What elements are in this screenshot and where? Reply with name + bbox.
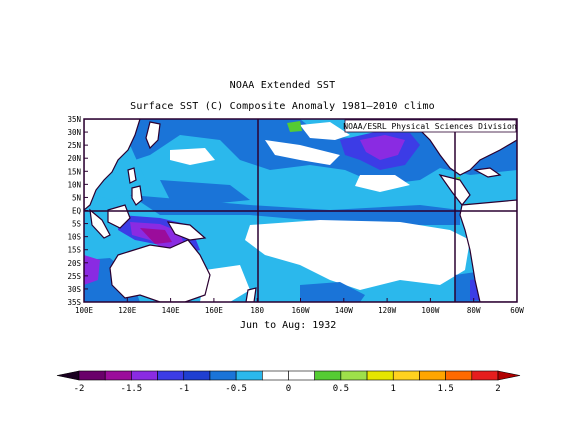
land — [84, 119, 517, 302]
lon-axis: 100E 120E 140E 160E 180 160W 140W 120W 100W 80W 60… — [75, 298, 524, 315]
spac-mid-blue — [300, 282, 365, 302]
wpac-white — [170, 148, 215, 165]
credit-box — [344, 119, 517, 133]
title-line-1: NOAA Extended SST — [229, 80, 336, 91]
lat-tick-label: 25N — [67, 141, 81, 150]
land-south-america — [459, 199, 517, 302]
lon-tick-label: 140E — [162, 306, 181, 315]
land-sumatra — [89, 208, 111, 239]
lon-tick-label: 100W — [421, 306, 440, 315]
lon-tick-label: 80W — [467, 306, 481, 315]
indo-magenta — [140, 228, 172, 244]
lat-tick-label: 5S — [72, 220, 82, 229]
land-asia — [84, 119, 141, 211]
lat-axis: 35N 30N 25N 20N 15N 10N 5N EQ 5S 10S 15S 20S 25S 30S 3… — [67, 115, 88, 307]
lon-tick-label: 120W — [378, 306, 397, 315]
lon-tick-label: 140W — [335, 306, 354, 315]
lon-tick-label: 120E — [118, 306, 137, 315]
lat-tick-label: 20S — [67, 259, 81, 268]
lat-tick-label: 10S — [67, 233, 81, 242]
lat-tick-label: EQ — [72, 207, 82, 216]
npac-green — [287, 121, 302, 132]
npac-white-3 — [355, 175, 410, 192]
wpac-mid-blue — [160, 180, 250, 205]
land-north-america — [417, 119, 517, 176]
title-line-2: Surface SST (C) Composite Anomaly 1981–2… — [130, 101, 435, 112]
land-nz — [245, 287, 257, 302]
land-australia — [109, 239, 211, 302]
lat-tick-label: 5N — [72, 193, 81, 202]
lon-tick-label: 180 — [250, 306, 264, 315]
lat-tick-label: 35N — [67, 115, 81, 124]
tasman-white — [200, 265, 250, 302]
lat-tick-label: 30N — [67, 128, 81, 137]
land-taiwan — [127, 167, 137, 184]
lat-tick-label: 25S — [67, 272, 81, 281]
lat-tick-label: 15N — [67, 167, 81, 176]
spac-white — [245, 220, 470, 290]
lon-tick-label: 100E — [75, 306, 94, 315]
lat-tick-label: 20N — [67, 154, 81, 163]
land-newguinea — [166, 221, 207, 241]
credit-text: NOAA/ESRL Physical Sciences Division — [343, 122, 517, 131]
lat-tick-label: 35S — [67, 298, 81, 307]
lat-tick-label: 15S — [67, 246, 81, 255]
lon-tick-label: 60W — [510, 306, 524, 315]
lon-tick-label: 160W — [291, 306, 310, 315]
land-philippines — [131, 185, 143, 206]
time-period-label: Jun to Aug: 1932 — [240, 320, 337, 331]
npac-white-2 — [300, 122, 350, 140]
land-caribbean — [473, 167, 502, 178]
npac-white-1 — [265, 140, 340, 165]
lon-tick-label: 160E — [205, 306, 224, 315]
land-japan — [145, 121, 161, 150]
lat-tick-label: 30S — [67, 285, 81, 294]
ne-purple — [360, 135, 405, 160]
lat-tick-label: 10N — [67, 180, 81, 189]
